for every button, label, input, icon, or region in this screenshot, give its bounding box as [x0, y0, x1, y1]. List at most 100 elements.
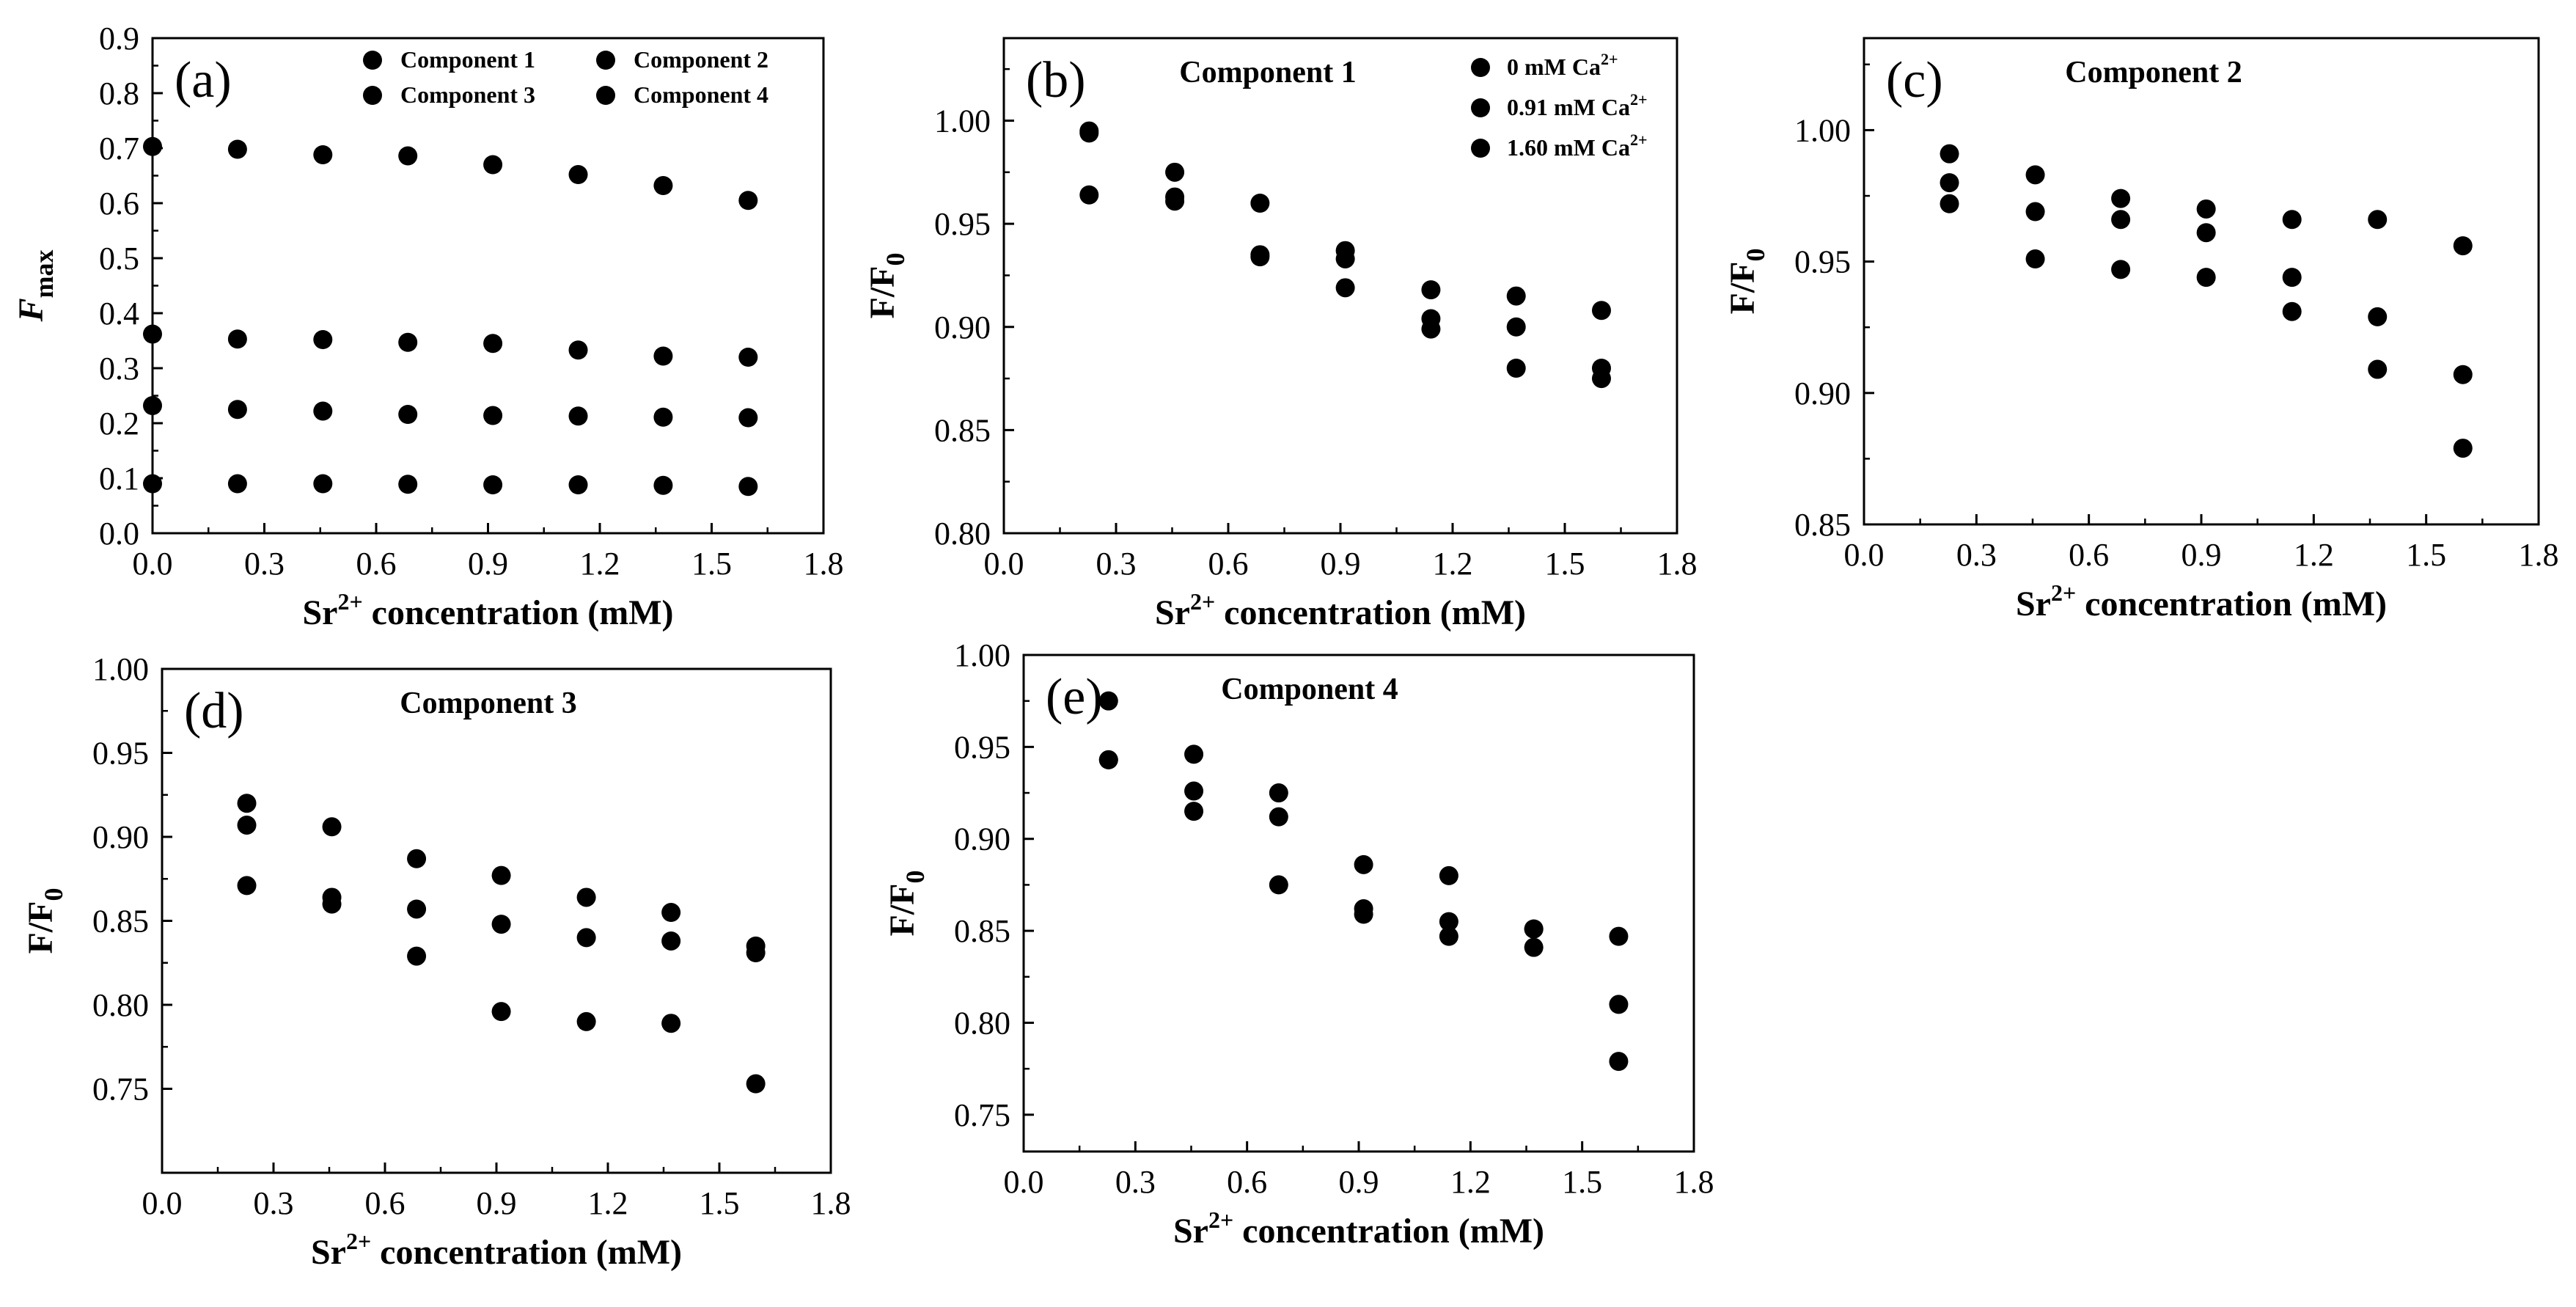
legend-entry-superscript: 2+: [1630, 131, 1648, 149]
x-axis-label-rest: concentration (mM): [2076, 585, 2387, 623]
y-axis-label-base: F/F: [1723, 262, 1762, 315]
x-axis-label: Sr2+ concentration (mM): [311, 1228, 682, 1272]
data-point: [143, 324, 162, 344]
y-tick-label: 0.95: [934, 206, 991, 242]
legend-entry: Component 1: [400, 46, 535, 73]
data-point: [568, 340, 588, 360]
data-point: [738, 348, 758, 367]
legend-entry: Component 2: [634, 46, 768, 73]
data-point: [2368, 359, 2388, 379]
x-tick-label: 0.6: [2069, 537, 2109, 573]
x-tick-label: 1.8: [1674, 1164, 1714, 1200]
data-point: [322, 887, 342, 907]
data-point: [1354, 854, 1373, 874]
x-tick-label: 0.0: [984, 546, 1024, 582]
data-point: [313, 401, 333, 421]
y-tick-label: 0.2: [99, 406, 139, 442]
panel-label: (c): [1886, 52, 1943, 109]
y-axis-label: F/F0: [883, 871, 930, 937]
y-tick-label: 1.00: [1794, 112, 1851, 148]
data-point: [1269, 875, 1288, 895]
y-tick-label: 0.85: [934, 412, 991, 448]
data-point: [1940, 173, 1959, 193]
x-tick-label: 0.3: [1096, 546, 1137, 582]
x-axis-label-base: Sr: [1173, 1212, 1208, 1251]
y-tick-label: 0.80: [934, 516, 991, 552]
data-point: [313, 330, 333, 349]
series-2: [1098, 691, 1629, 946]
data-point: [1098, 750, 1118, 769]
x-tick-label: 1.8: [1657, 546, 1698, 582]
x-tick-label: 0.9: [1321, 546, 1361, 582]
data-point: [398, 405, 418, 424]
x-tick-label: 1.8: [2519, 537, 2559, 573]
data-point: [2196, 223, 2216, 243]
y-tick-label: 0.85: [1794, 507, 1851, 543]
y-axis-label-base: F/F: [863, 266, 902, 319]
data-point: [576, 887, 596, 907]
y-axis-label: F/F0: [21, 888, 68, 954]
data-point: [1471, 98, 1490, 117]
y-axis-label-subscript: 0: [1741, 249, 1770, 262]
panel-e: 0.0 0.3 0.6 0.9 1.2 1.5 1.8 0.75 0.80 0.85 0.90 0.9…: [883, 637, 1714, 1251]
data-point: [2025, 249, 2045, 269]
data-point: [1439, 865, 1458, 885]
data-point: [738, 191, 758, 210]
data-point: [661, 903, 681, 923]
x-tick-label: 1.2: [588, 1185, 628, 1221]
x-tick-label: 1.2: [2294, 537, 2334, 573]
x-tick-label: 0.3: [1115, 1164, 1156, 1200]
y-axis-label: Fmax: [12, 249, 59, 322]
data-point: [661, 1014, 681, 1033]
x-tick-label: 0.0: [133, 546, 173, 582]
data-point: [1609, 926, 1629, 946]
x-axis-label-superscript: 2+: [346, 1228, 371, 1254]
data-point: [2368, 210, 2388, 230]
series-2: [143, 474, 758, 497]
x-axis-label-rest: concentration (mM): [1215, 593, 1526, 632]
data-point: [407, 899, 427, 919]
data-point: [407, 946, 427, 966]
legend-entry: 0.91 mM Ca2+: [1507, 90, 1648, 120]
data-point: [1506, 359, 1526, 378]
x-tick-label: 0.6: [356, 546, 397, 582]
legend-entry: Component 4: [634, 81, 768, 108]
y-axis-label-subscript: max: [29, 249, 59, 298]
x-axis-label-superscript: 2+: [2051, 579, 2076, 606]
data-point: [2111, 210, 2131, 230]
y-axis-label-subscript: 0: [900, 871, 930, 884]
data-point: [1335, 241, 1355, 260]
data-point: [398, 475, 418, 494]
data-point: [1591, 369, 1611, 389]
data-point: [738, 477, 758, 497]
data-point: [483, 475, 503, 494]
data-point: [2453, 365, 2473, 384]
data-point: [1940, 144, 1959, 164]
data-point: [1269, 783, 1288, 803]
x-tick-label: 0.3: [254, 1185, 294, 1221]
data-point: [143, 396, 162, 415]
data-point: [483, 334, 503, 354]
y-tick-label: 0.3: [99, 351, 139, 387]
x-axis-label-base: Sr: [311, 1233, 346, 1272]
y-tick-label: 0.95: [92, 736, 149, 772]
x-axis-label-superscript: 2+: [1208, 1207, 1233, 1233]
y-axis-label: F/F0: [863, 253, 910, 319]
y-tick-label: 0.80: [92, 987, 149, 1023]
panel-label: (d): [184, 683, 244, 739]
legend-entry-superscript: 2+: [1601, 50, 1618, 68]
data-point: [2025, 165, 2045, 185]
legend: 0 mM Ca2+0.91 mM Ca2+1.60 mM Ca2+: [1471, 50, 1648, 161]
panel-label: (e): [1046, 669, 1103, 725]
x-axis-label: Sr2+ concentration (mM): [2016, 579, 2387, 623]
plot-frame: [151, 37, 825, 535]
y-tick-label: 1.00: [92, 651, 149, 687]
y-axis-label-base: F/F: [21, 901, 60, 954]
x-tick-label: 1.8: [804, 546, 844, 582]
y-tick-label: 0.8: [99, 76, 139, 111]
y-tick-label: 0.1: [99, 461, 139, 497]
y-tick-label: 0.95: [954, 729, 1010, 765]
panel-label: (a): [175, 52, 232, 109]
data-point: [2111, 188, 2131, 208]
data-point: [746, 943, 766, 963]
